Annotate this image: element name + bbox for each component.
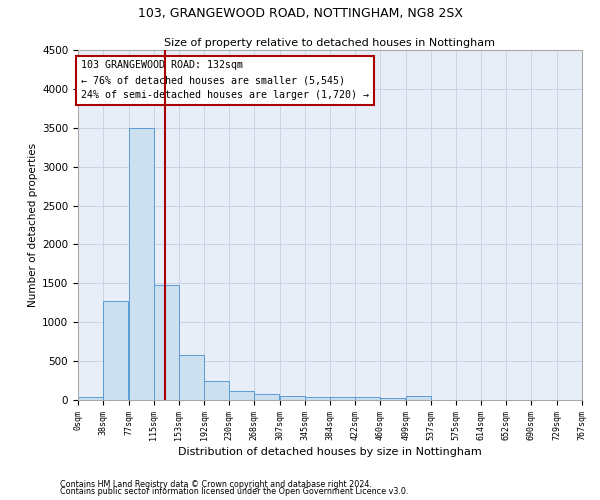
X-axis label: Distribution of detached houses by size in Nottingham: Distribution of detached houses by size … xyxy=(178,446,482,456)
Bar xyxy=(380,398,405,400)
Bar xyxy=(229,391,254,400)
Bar xyxy=(406,396,431,400)
Bar xyxy=(154,285,179,400)
Text: 103, GRANGEWOOD ROAD, NOTTINGHAM, NG8 2SX: 103, GRANGEWOOD ROAD, NOTTINGHAM, NG8 2S… xyxy=(137,8,463,20)
Text: Contains HM Land Registry data © Crown copyright and database right 2024.: Contains HM Land Registry data © Crown c… xyxy=(60,480,372,489)
Bar xyxy=(280,396,305,400)
Bar xyxy=(204,382,229,400)
Text: 103 GRANGEWOOD ROAD: 132sqm
← 76% of detached houses are smaller (5,545)
24% of : 103 GRANGEWOOD ROAD: 132sqm ← 76% of det… xyxy=(80,60,368,100)
Text: Contains public sector information licensed under the Open Government Licence v3: Contains public sector information licen… xyxy=(60,488,409,496)
Y-axis label: Number of detached properties: Number of detached properties xyxy=(28,143,38,307)
Bar xyxy=(305,396,329,400)
Bar xyxy=(331,397,355,400)
Bar xyxy=(128,128,154,400)
Title: Size of property relative to detached houses in Nottingham: Size of property relative to detached ho… xyxy=(164,38,496,48)
Bar xyxy=(78,397,103,400)
Bar xyxy=(179,356,203,400)
Bar xyxy=(254,394,279,400)
Bar xyxy=(103,301,128,400)
Bar xyxy=(355,398,380,400)
